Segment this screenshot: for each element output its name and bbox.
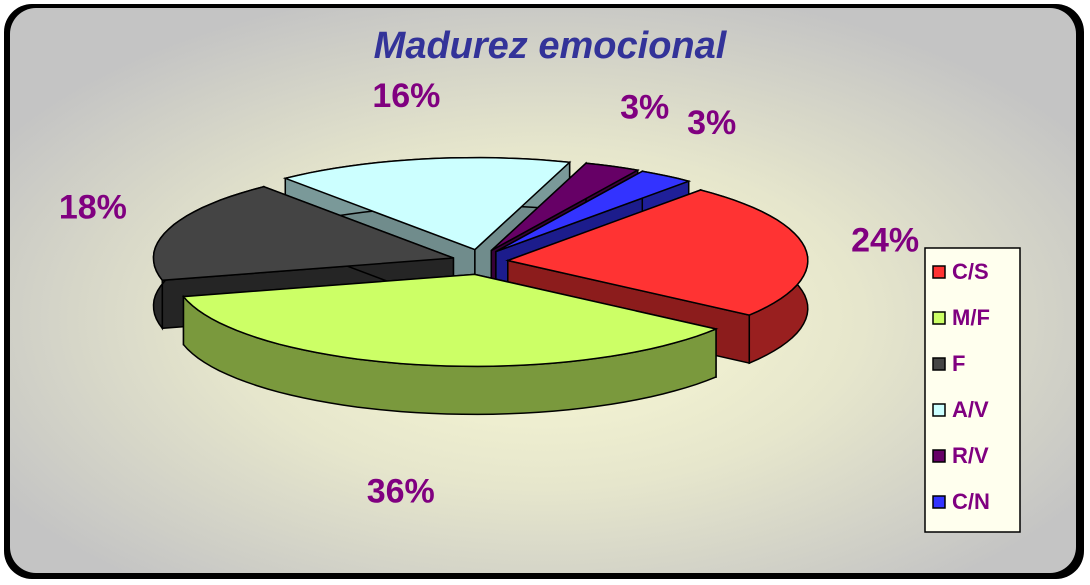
legend-label: R/V: [952, 443, 989, 468]
slice: [282, 156, 572, 251]
data-label: 3%: [687, 104, 736, 142]
data-label: 36%: [367, 472, 435, 510]
legend-label: C/N: [952, 489, 990, 514]
data-label: 24%: [851, 221, 919, 259]
legend-label: A/V: [952, 397, 989, 422]
slice: [505, 189, 809, 316]
slice: [490, 162, 640, 252]
legend-label: C/S: [952, 259, 989, 284]
legend-swatch: [932, 265, 946, 279]
legend-label: M/F: [952, 305, 990, 330]
slice: [495, 170, 692, 253]
legend-swatch: [932, 449, 946, 463]
legend: C/S M/F F A/V R/V C/N: [924, 247, 1021, 533]
legend-box: [924, 247, 1021, 533]
legend-swatch: [932, 357, 946, 371]
data-label: 3%: [620, 89, 669, 127]
slice: [152, 185, 454, 282]
legend-swatch: [932, 311, 946, 325]
legend-swatch: [932, 403, 946, 417]
chart-title: Madurez emocional: [374, 25, 728, 67]
pie: [152, 156, 809, 416]
legend-label: F: [952, 351, 965, 376]
data-label: 18%: [59, 188, 127, 226]
data-label: 16%: [372, 77, 440, 115]
legend-swatch: [932, 495, 946, 509]
slice: [181, 273, 719, 368]
